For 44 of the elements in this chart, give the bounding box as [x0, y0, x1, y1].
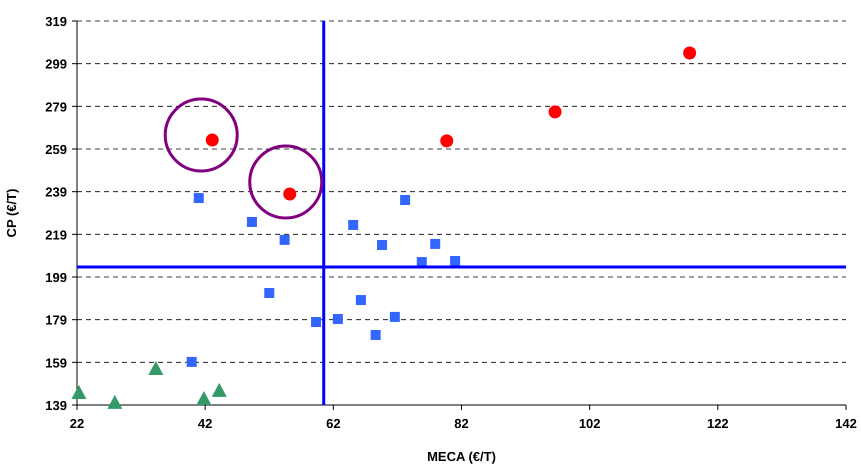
- y-tick-label: 219: [45, 227, 67, 242]
- x-axis-title: MECA (€/T): [427, 449, 496, 464]
- point: [683, 46, 696, 60]
- x-tick-label: 142: [835, 416, 857, 431]
- x-tick-label: 82: [454, 416, 469, 431]
- point: [430, 238, 440, 249]
- point: [548, 105, 562, 118]
- point: [390, 312, 400, 322]
- point: [450, 256, 460, 266]
- x-tick-label: 42: [198, 416, 212, 431]
- point: [206, 134, 219, 147]
- y-tick-label: 279: [45, 99, 67, 114]
- point: [311, 317, 322, 328]
- point: [148, 360, 164, 375]
- y-tick-label: 299: [45, 56, 67, 72]
- point: [71, 385, 86, 400]
- point: [212, 382, 227, 397]
- point: [332, 314, 343, 324]
- point: [186, 356, 197, 367]
- point: [356, 295, 366, 306]
- y-tick-label: 139: [45, 398, 67, 413]
- x-tick-label: 62: [326, 416, 341, 431]
- x-tick-label: 102: [578, 416, 601, 431]
- point: [400, 194, 410, 205]
- point: [107, 394, 122, 409]
- point: [377, 240, 388, 250]
- point: [246, 216, 257, 227]
- x-tick-label: 122: [706, 416, 729, 431]
- y-tick-label: 179: [45, 312, 67, 328]
- y-tick-label: 259: [45, 142, 67, 157]
- y-tick-label: 159: [45, 355, 67, 370]
- y-tick-label: 239: [45, 184, 67, 200]
- point: [280, 234, 290, 245]
- y-axis-title: CP (€/T): [4, 188, 19, 238]
- point: [283, 188, 296, 201]
- y-tick-label: 199: [45, 270, 67, 285]
- point: [196, 391, 212, 406]
- point: [194, 193, 204, 204]
- y-tick-label: 319: [45, 14, 67, 29]
- point: [370, 330, 381, 340]
- point: [264, 288, 274, 298]
- point: [348, 220, 358, 230]
- x-tick-label: 22: [70, 416, 84, 431]
- point: [440, 134, 454, 148]
